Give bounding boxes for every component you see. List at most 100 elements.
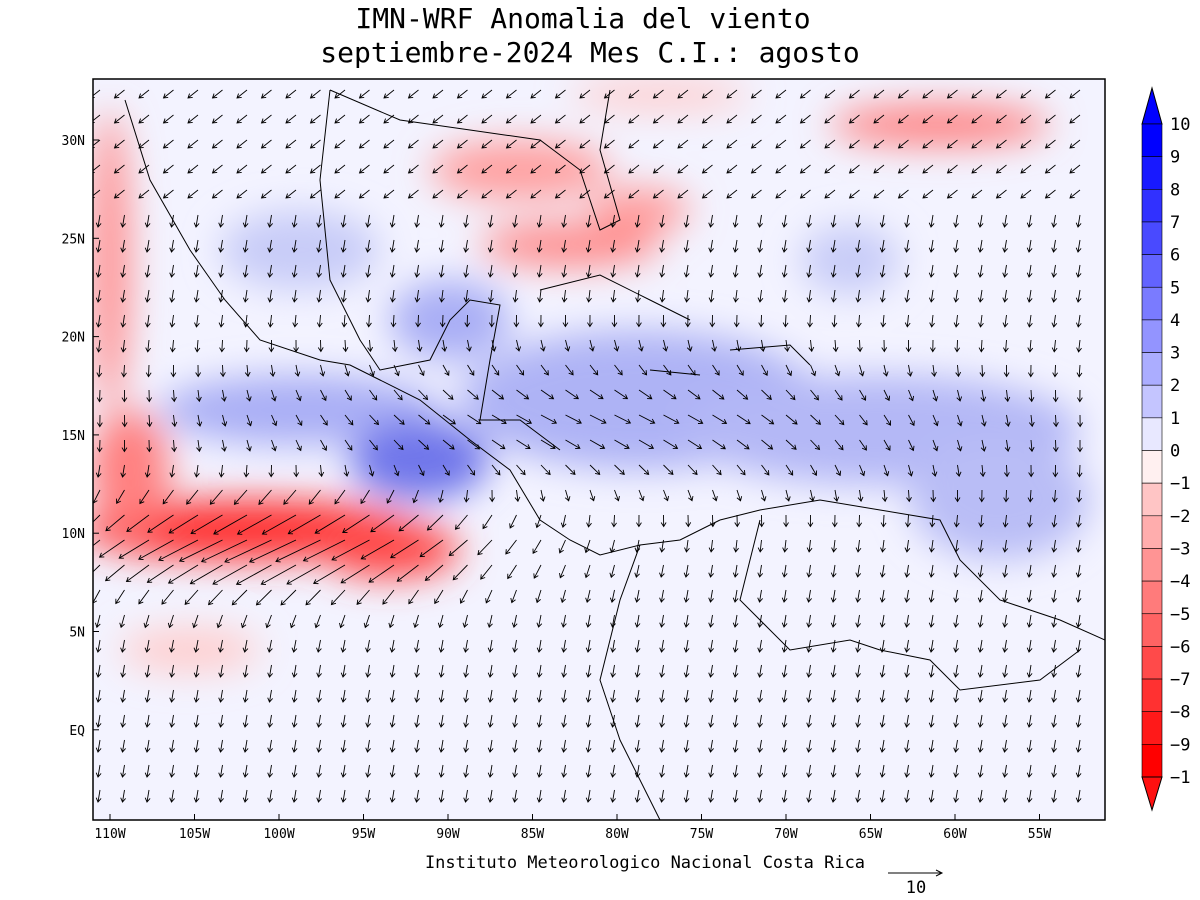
wind-vector — [169, 689, 175, 703]
wind-vector — [834, 389, 843, 401]
wind-vector — [187, 139, 199, 149]
wind-vector — [561, 639, 567, 653]
wind-vector — [589, 389, 604, 400]
wind-vector — [382, 589, 395, 605]
wind-vector — [561, 214, 567, 228]
wind-vector — [388, 614, 395, 629]
wind-vector — [663, 414, 680, 424]
wind-vector — [390, 289, 396, 303]
wind-vector — [442, 439, 455, 450]
wind-vector — [956, 439, 963, 452]
wind-vector — [1075, 214, 1082, 228]
wind-vector — [448, 539, 468, 557]
wind-vector — [879, 764, 886, 778]
wind-vector — [221, 414, 228, 427]
wind-vector — [856, 514, 863, 528]
wind-vector — [193, 714, 200, 728]
wind-vector — [1026, 589, 1033, 603]
map-field — [93, 79, 1105, 820]
wind-vector — [414, 739, 420, 753]
wind-vector — [971, 139, 983, 149]
wind-vector — [782, 289, 788, 303]
wind-vector — [481, 139, 493, 149]
wind-vector — [586, 514, 592, 528]
wind-vector — [221, 389, 227, 402]
wind-vector — [168, 514, 199, 534]
wind-vector — [687, 464, 698, 476]
subtitle: septiembre-2024 Mes C.I.: agosto — [320, 36, 859, 69]
wind-vector — [1069, 189, 1081, 199]
wind-vector — [879, 264, 886, 278]
wind-vector — [138, 164, 150, 174]
wind-vector — [113, 114, 125, 124]
lon-label: 110W — [94, 827, 125, 842]
wind-vector — [513, 314, 520, 328]
wind-vector — [879, 614, 886, 628]
wind-vector — [231, 589, 248, 606]
wind-vector — [207, 589, 223, 606]
wind-vector — [143, 614, 150, 629]
wind-vector — [660, 514, 667, 528]
wind-vector — [1027, 489, 1034, 503]
wind-vector — [432, 114, 444, 124]
wind-vector — [169, 239, 175, 253]
wind-vector — [953, 714, 959, 728]
wind-vector — [113, 139, 125, 149]
wind-vector — [418, 464, 425, 477]
wind-vector — [561, 689, 567, 703]
wind-vector — [536, 714, 543, 728]
wind-vector — [125, 564, 150, 583]
wind-vector — [1051, 589, 1057, 603]
wind-vector — [554, 114, 566, 124]
wind-vector — [438, 689, 445, 703]
wind-vector — [757, 564, 764, 578]
wind-vector — [169, 789, 175, 803]
wind-vector — [1026, 264, 1033, 278]
wind-vector — [439, 289, 445, 303]
wind-vector — [928, 764, 935, 778]
wind-vector — [93, 564, 101, 573]
wind-vector — [855, 239, 861, 253]
wind-vector — [971, 189, 983, 199]
wind-vector — [589, 414, 607, 424]
wind-vector — [979, 364, 986, 378]
wind-vector — [1069, 89, 1081, 99]
wind-vector — [454, 514, 468, 530]
wind-vector — [267, 689, 273, 703]
wind-vector — [490, 339, 497, 352]
lon-label: 70W — [774, 827, 798, 842]
wind-vector — [953, 239, 959, 253]
wind-vector — [848, 139, 860, 149]
wind-vector — [677, 139, 689, 149]
wind-vector — [512, 214, 518, 228]
wind-vector — [211, 114, 223, 124]
wind-vector — [638, 489, 645, 502]
wind-vector — [242, 289, 249, 303]
wind-vector — [464, 314, 471, 328]
wind-vector — [613, 339, 620, 352]
wind-vector — [414, 289, 421, 303]
wind-vector — [540, 439, 556, 449]
wind-vector — [634, 589, 641, 603]
wind-vector — [320, 389, 327, 402]
wind-vector — [659, 789, 665, 803]
wind-vector — [1026, 639, 1033, 653]
wind-vector — [113, 189, 125, 199]
wind-vector — [1077, 414, 1083, 428]
wind-vector — [881, 489, 888, 503]
wind-vector — [831, 289, 837, 303]
wind-vector — [139, 489, 150, 505]
wind-vector — [659, 289, 666, 303]
wind-vector — [295, 389, 302, 402]
wind-vector — [1075, 639, 1082, 653]
colorbar-cell — [1141, 254, 1163, 288]
wind-vector — [757, 664, 763, 678]
wind-vector — [904, 289, 911, 303]
wind-vector — [830, 639, 837, 653]
wind-vector — [438, 214, 445, 228]
wind-vector — [830, 664, 837, 678]
wind-vector — [169, 339, 176, 353]
lat-label: 10N — [62, 527, 85, 542]
wind-vector — [757, 589, 763, 603]
wind-vector — [331, 539, 370, 561]
